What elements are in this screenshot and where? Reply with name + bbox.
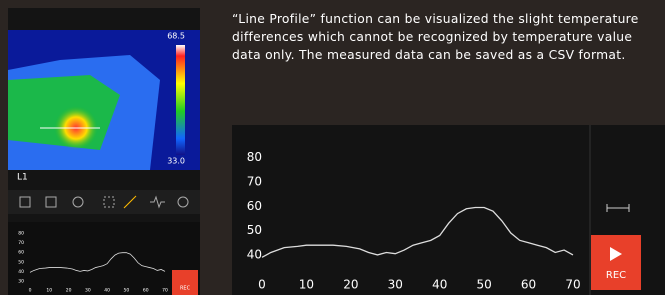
x-tick-label: 70: [162, 288, 168, 294]
x-tick-label: 20: [66, 288, 72, 294]
x-tick-label: 50: [124, 288, 130, 294]
y-tick-label: 70: [247, 175, 262, 189]
x-tick-label: 0: [29, 288, 32, 294]
x-tick-label: 40: [104, 288, 110, 294]
x-tick-label: 50: [477, 278, 492, 292]
small-rec-label: REC: [180, 286, 191, 292]
y-tick-label: 50: [247, 223, 262, 237]
x-tick-label: 60: [521, 278, 536, 292]
x-tick-label: 0: [258, 278, 266, 292]
y-tick-label: 80: [18, 231, 24, 237]
y-tick-label: 40: [247, 247, 262, 261]
y-tick-label: 60: [18, 250, 24, 256]
y-tick-label: 80: [247, 150, 262, 164]
min-temp: 33.0: [167, 157, 185, 166]
max-temp: 68.5: [167, 32, 185, 41]
color-bar: [176, 45, 185, 155]
x-tick-label: 30: [85, 288, 91, 294]
x-tick-label: 40: [432, 278, 447, 292]
x-tick-label: 10: [299, 278, 314, 292]
rec-label: REC: [606, 270, 626, 281]
x-tick-label: 70: [565, 278, 580, 292]
page: “Line Profile” function can be visualize…: [0, 0, 665, 295]
y-tick-label: 60: [247, 199, 262, 213]
x-tick-label: 30: [388, 278, 403, 292]
toolbar: [8, 190, 200, 214]
y-tick-label: 40: [18, 269, 24, 275]
x-tick-label: 20: [343, 278, 358, 292]
small-chart-panel: [8, 222, 200, 295]
y-tick-label: 50: [18, 259, 24, 265]
y-tick-label: 30: [18, 279, 24, 285]
x-tick-label: 60: [143, 288, 149, 294]
screen: 68.5 33.0 L1 REC REC 40 50 60 70 80 0 10 20 30 40…: [0, 0, 665, 295]
y-tick-label: 70: [18, 240, 24, 246]
line-label: L1: [17, 173, 28, 183]
x-tick-label: 10: [46, 288, 52, 294]
rec-button[interactable]: [591, 235, 641, 290]
